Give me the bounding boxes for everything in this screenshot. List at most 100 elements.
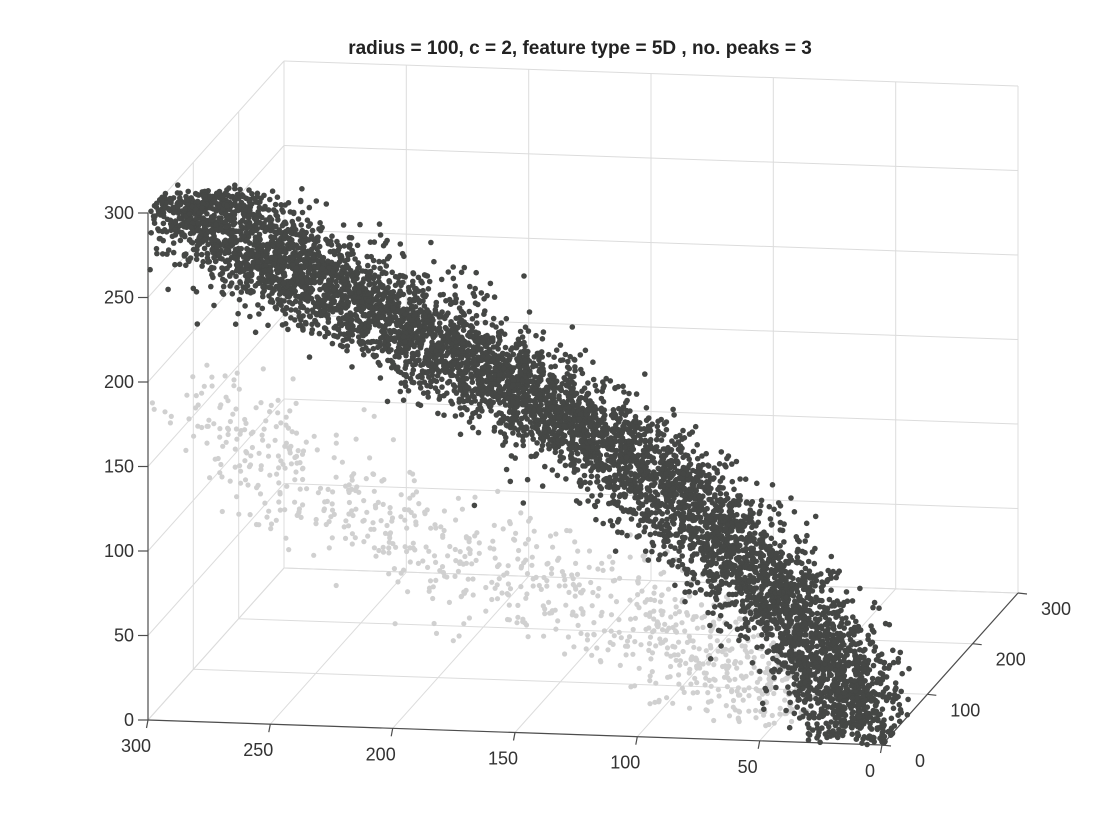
light-series-point (225, 425, 231, 431)
dark-series-point (603, 452, 610, 458)
dark-series-point (295, 245, 302, 251)
light-series-point (311, 433, 317, 439)
light-series-point (673, 622, 679, 628)
dark-series-point (690, 575, 697, 582)
light-series-point (260, 437, 266, 443)
dark-series-point (591, 502, 598, 509)
dark-series-point (420, 292, 426, 299)
light-series-point (640, 553, 646, 559)
light-series-point (371, 471, 377, 477)
light-series-point (714, 638, 720, 644)
light-series-point (331, 455, 337, 461)
dark-series-point (428, 239, 434, 246)
light-series-point (675, 652, 681, 658)
dark-series-point (322, 333, 328, 340)
light-series-point (276, 465, 282, 471)
dark-series-point (365, 302, 371, 309)
dark-series-point (491, 294, 498, 300)
dark-series-point (699, 528, 705, 534)
light-series-point (705, 699, 712, 705)
dark-series-point (871, 599, 878, 606)
dark-series-point (472, 285, 479, 292)
light-series-point (470, 592, 476, 598)
light-series-point (599, 609, 605, 615)
dark-series-point (172, 219, 178, 225)
dark-series-point (890, 647, 896, 654)
dark-series-point (265, 322, 271, 329)
light-series-point (218, 402, 224, 408)
light-series-point (733, 619, 739, 625)
dark-series-point (828, 719, 834, 725)
light-series-point (600, 567, 606, 574)
dark-series-point (888, 715, 895, 722)
light-series-point (687, 666, 693, 672)
dark-series-point (769, 482, 776, 488)
light-series-point (610, 641, 616, 648)
light-series-point (524, 571, 531, 577)
light-series-point (680, 648, 686, 655)
light-series-point (676, 681, 682, 687)
light-series-point (768, 680, 774, 686)
light-series-point (371, 526, 377, 532)
light-series-point (294, 460, 300, 466)
light-series-point (724, 684, 731, 690)
dark-series-point (335, 326, 342, 333)
light-series-point (650, 629, 656, 635)
dark-series-point (237, 186, 243, 193)
light-series-point (693, 655, 699, 661)
light-series-point (283, 414, 289, 420)
light-series-point (276, 499, 282, 505)
light-series-point (346, 499, 352, 506)
dark-series-point (554, 472, 561, 479)
light-series-point (452, 573, 458, 580)
dark-series-point (739, 527, 745, 534)
dark-series-point (183, 224, 190, 231)
dark-series-point (523, 424, 529, 430)
dark-series-point (452, 283, 459, 289)
dark-series-point (420, 390, 427, 397)
light-series-point (387, 505, 393, 511)
dark-series-point (692, 496, 698, 502)
light-series-point (277, 507, 283, 513)
light-series-point (295, 448, 301, 454)
dark-series-point (812, 513, 819, 520)
light-series-point (653, 643, 659, 649)
light-series-point (303, 439, 309, 445)
light-series-point (459, 506, 465, 512)
light-series-point (264, 514, 270, 520)
dark-series-point (749, 616, 755, 622)
dark-series-point (703, 591, 710, 597)
light-series-point (463, 534, 469, 540)
light-series-point (730, 697, 737, 704)
light-series-point (427, 578, 434, 584)
light-series-point (168, 413, 174, 419)
light-series-point (326, 519, 332, 525)
light-series-point (570, 576, 576, 582)
light-series-point (575, 622, 581, 629)
light-series-point (274, 471, 280, 477)
dark-series-point (503, 434, 509, 441)
dark-series-point (194, 251, 200, 257)
light-series-point (545, 560, 551, 567)
dark-series-point (738, 590, 745, 597)
dark-series-point (175, 182, 181, 188)
light-series-point (412, 547, 418, 553)
light-series-point (331, 511, 337, 517)
dark-series-point (747, 510, 754, 517)
light-series-point (556, 583, 562, 589)
dark-series-point (813, 577, 820, 584)
dark-series-point (571, 381, 577, 387)
light-series-point (402, 506, 408, 513)
dark-series-point (712, 604, 718, 610)
light-series-point (293, 469, 299, 475)
dark-series-point (518, 415, 525, 422)
light-series-point (483, 584, 489, 591)
light-series-point (668, 663, 674, 670)
light-series-point (234, 436, 240, 442)
dark-series-point (499, 351, 506, 357)
light-series-point (628, 684, 634, 690)
dark-series-point (679, 561, 686, 568)
dark-series-point (482, 319, 489, 326)
light-series-point (473, 557, 479, 564)
dark-series-point (252, 329, 259, 336)
